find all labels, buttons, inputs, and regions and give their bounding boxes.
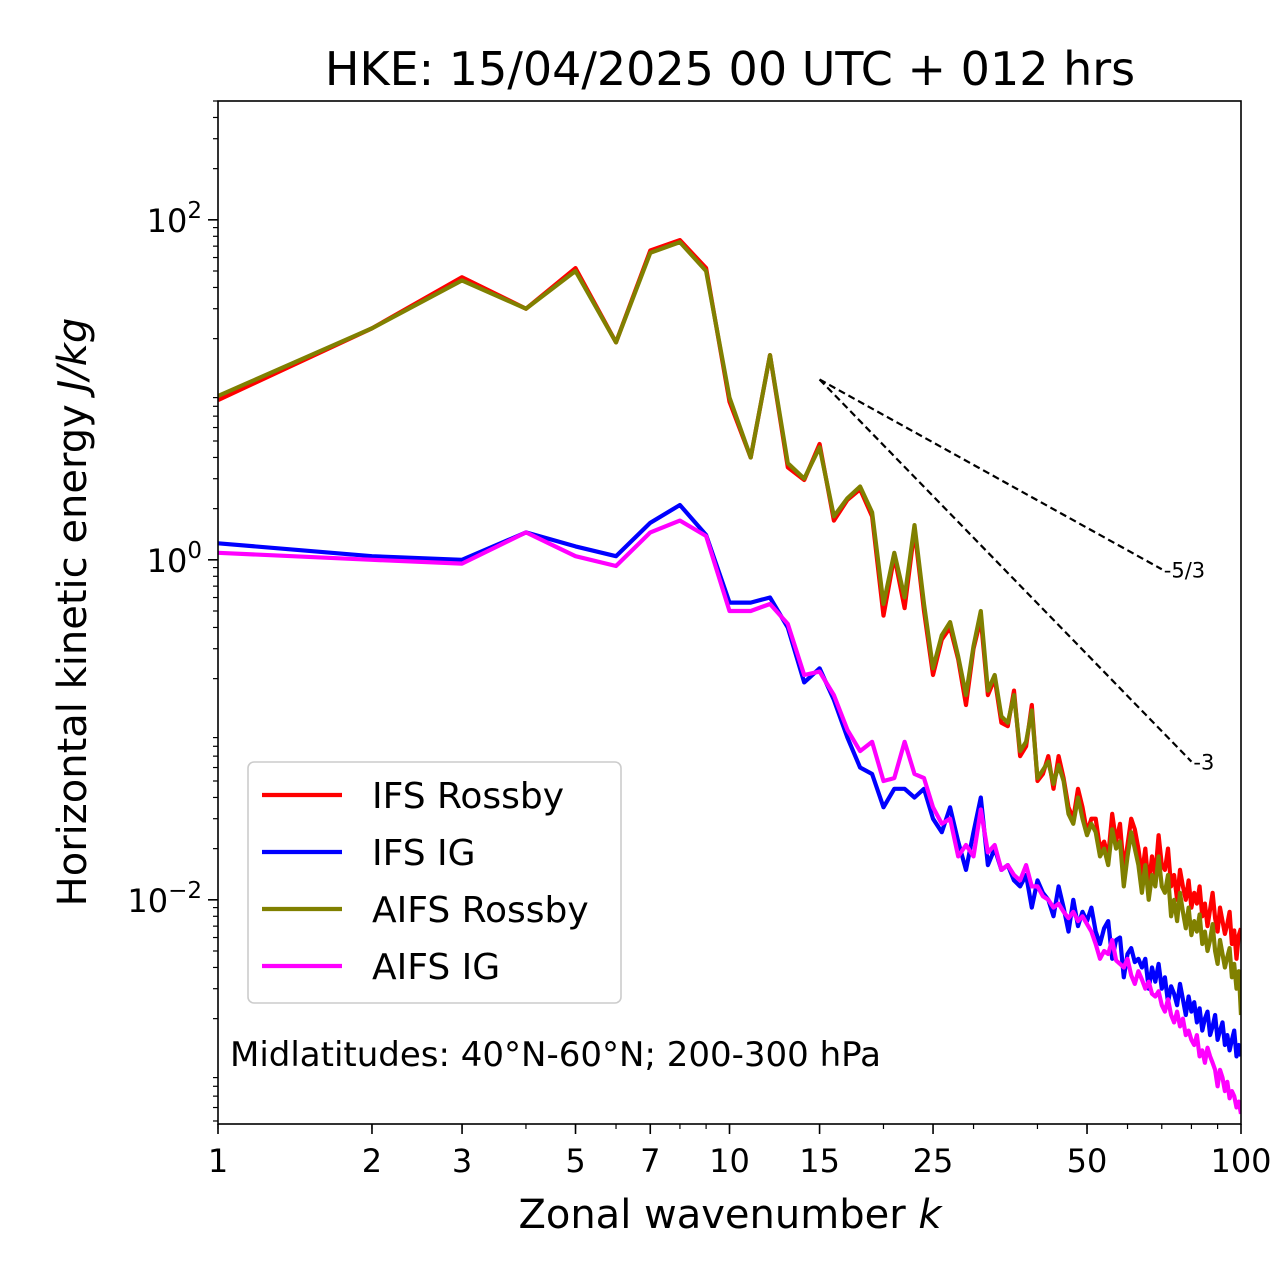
x-axis-label-symbol: k bbox=[918, 1192, 943, 1238]
x-tick-label: 5 bbox=[565, 1142, 585, 1180]
axis-ticks: 1 2 3 5 7 10 15 25 50 100 10−2 100 102 bbox=[127, 100, 1272, 1180]
x-axis-label: Zonal wavenumber k bbox=[518, 1192, 943, 1238]
legend: IFS Rossby IFS IG AIFS Rossby AIFS IG bbox=[247, 761, 622, 1004]
x-tick-label: 3 bbox=[452, 1142, 472, 1180]
x-tick-label: 2 bbox=[362, 1142, 382, 1180]
region-annotation: Midlatitudes: 40°N-60°N; 200-300 hPa bbox=[230, 1035, 881, 1075]
reference-slopes: -5/3 -3 bbox=[818, 378, 1214, 775]
x-tick-label: 7 bbox=[640, 1142, 660, 1180]
x-tick-label: 25 bbox=[913, 1142, 954, 1180]
series-line-aifs-ig bbox=[218, 518, 1241, 1115]
legend-label: IFS IG bbox=[372, 833, 476, 874]
y-tick-label: 10−2 bbox=[127, 878, 202, 920]
legend-label: AIFS Rossby bbox=[372, 890, 589, 931]
x-axis-label-text: Zonal wavenumber bbox=[518, 1192, 906, 1238]
x-tick-label: 50 bbox=[1067, 1142, 1108, 1180]
reference-slope-label: -5/3 bbox=[1164, 558, 1205, 582]
y-axis-label-text: Horizontal kinetic energy bbox=[50, 404, 96, 906]
y-axis-label-units: J/kg bbox=[50, 318, 96, 399]
y-tick-label: 102 bbox=[147, 198, 202, 240]
x-tick-label: 10 bbox=[709, 1142, 750, 1180]
x-tick-label: 100 bbox=[1210, 1142, 1271, 1180]
x-tick-label: 1 bbox=[208, 1142, 228, 1180]
legend-box bbox=[247, 761, 622, 1004]
series-line-aifs-rossby bbox=[218, 240, 1241, 1016]
reference-slope-line bbox=[819, 378, 1163, 571]
x-tick-label: 15 bbox=[799, 1142, 840, 1180]
reference-slope-line bbox=[818, 378, 1193, 763]
legend-entries: IFS Rossby IFS IG AIFS Rossby AIFS IG bbox=[262, 776, 589, 988]
series-line-ifs-ig bbox=[218, 502, 1241, 1059]
y-tick-label: 100 bbox=[147, 538, 202, 580]
legend-label: IFS Rossby bbox=[372, 776, 564, 817]
series-layer bbox=[218, 238, 1241, 1115]
reference-slope-label: -3 bbox=[1193, 751, 1214, 775]
y-axis-label: Horizontal kinetic energy J/kg bbox=[50, 318, 96, 907]
chart-title: HKE: 15/04/2025 00 UTC + 012 hrs bbox=[325, 42, 1135, 96]
legend-label: AIFS IG bbox=[372, 947, 500, 988]
